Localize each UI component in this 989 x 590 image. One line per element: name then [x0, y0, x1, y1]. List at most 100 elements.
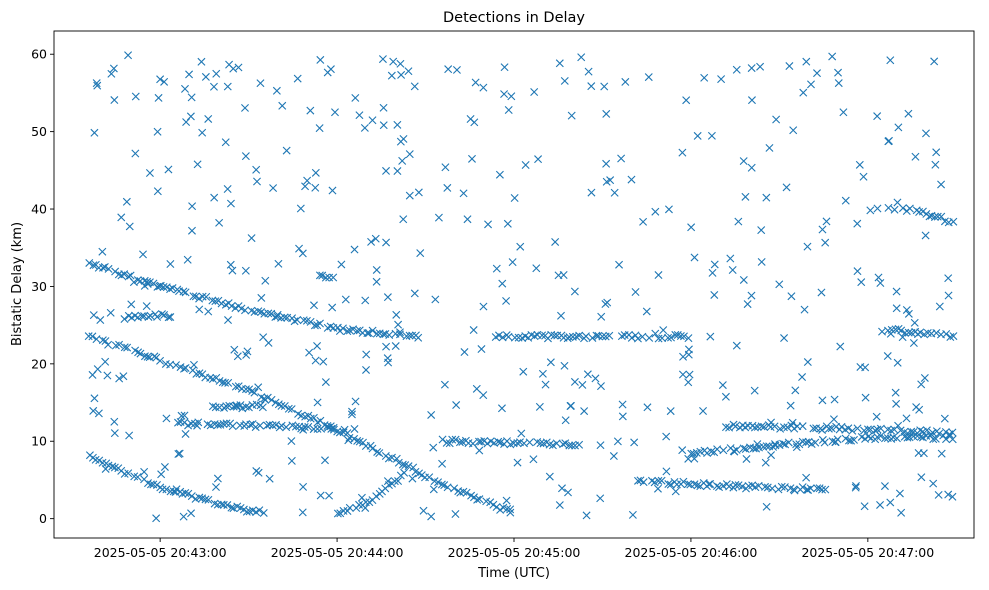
detection-marker	[559, 440, 568, 449]
detection-marker	[551, 237, 560, 246]
detection-marker	[565, 441, 574, 450]
detection-marker	[350, 245, 359, 254]
detection-marker	[387, 453, 396, 462]
detection-marker	[410, 289, 419, 298]
detection-marker	[892, 304, 901, 313]
detection-marker	[272, 86, 281, 95]
detection-marker	[427, 410, 436, 419]
detection-marker	[937, 180, 946, 189]
detection-marker	[215, 218, 224, 227]
detection-marker	[922, 129, 930, 138]
detection-marker	[728, 265, 737, 274]
detection-marker	[384, 454, 393, 463]
detection-marker	[615, 260, 624, 269]
detection-marker	[883, 352, 892, 361]
detection-marker	[210, 193, 219, 202]
detection-marker	[532, 264, 541, 273]
detection-marker	[779, 423, 788, 432]
detection-marker	[143, 277, 152, 286]
detection-marker	[443, 483, 452, 492]
detection-marker	[937, 212, 946, 221]
detection-marker	[95, 456, 104, 465]
detection-marker	[160, 311, 169, 320]
detection-marker	[662, 467, 671, 476]
detection-marker	[666, 480, 675, 489]
detection-marker	[419, 506, 428, 515]
detection-marker	[545, 440, 554, 449]
detection-marker	[383, 477, 392, 486]
detection-marker	[721, 392, 730, 401]
detection-marker	[654, 271, 663, 280]
detection-marker	[103, 371, 112, 380]
detection-marker	[252, 467, 261, 476]
detection-marker	[425, 473, 434, 482]
detection-marker	[742, 454, 751, 463]
detection-marker	[394, 458, 403, 467]
detection-marker	[850, 435, 858, 444]
detection-marker	[256, 421, 265, 430]
detection-marker	[101, 337, 110, 346]
detection-marker	[690, 253, 699, 262]
detection-marker	[305, 348, 314, 357]
detection-marker	[732, 65, 741, 74]
detection-marker	[211, 403, 220, 412]
detection-marker	[254, 307, 263, 316]
detection-marker	[228, 266, 237, 275]
detection-marker	[874, 273, 883, 282]
detection-marker	[325, 491, 334, 500]
detection-marker	[198, 292, 207, 301]
detection-marker	[234, 63, 243, 72]
detection-marker	[739, 275, 748, 284]
detection-marker	[628, 510, 637, 519]
detection-marker	[567, 111, 576, 120]
detection-marker	[345, 433, 354, 442]
detection-marker	[638, 332, 647, 341]
detection-marker	[162, 485, 171, 494]
detection-marker	[621, 77, 630, 86]
detection-marker	[914, 448, 923, 457]
detection-marker	[470, 118, 479, 127]
detection-marker	[343, 327, 352, 336]
detection-marker	[368, 116, 377, 125]
detection-marker	[328, 303, 337, 312]
detection-marker	[555, 59, 564, 68]
detection-marker	[777, 482, 786, 491]
detection-marker	[198, 128, 207, 137]
detection-marker	[126, 271, 135, 280]
detection-marker	[140, 467, 149, 476]
detection-marker	[107, 69, 116, 78]
detection-marker	[502, 296, 511, 305]
y-tick-label: 10	[31, 434, 47, 449]
detection-marker	[944, 291, 953, 300]
detection-marker	[193, 160, 202, 169]
detection-marker	[821, 238, 830, 247]
detection-marker	[391, 342, 400, 351]
detection-marker	[500, 63, 509, 72]
detection-marker	[948, 428, 957, 437]
detection-marker	[639, 217, 648, 226]
detection-marker	[241, 266, 250, 275]
detection-marker	[202, 292, 211, 301]
detection-marker	[350, 424, 359, 433]
detection-marker	[463, 215, 472, 224]
detection-marker	[181, 429, 190, 438]
detection-marker	[228, 422, 237, 431]
detection-marker	[921, 231, 930, 240]
detection-marker	[494, 331, 503, 340]
detection-marker	[857, 278, 866, 287]
detection-marker	[920, 373, 929, 382]
detection-marker	[96, 316, 105, 325]
detection-marker	[738, 482, 747, 491]
detection-marker	[362, 365, 371, 374]
detection-marker	[929, 435, 938, 444]
detection-marker	[372, 329, 381, 338]
detection-marker	[355, 111, 364, 120]
detection-marker	[187, 93, 196, 102]
detection-marker	[212, 483, 220, 492]
detection-marker	[582, 511, 591, 520]
detection-marker	[363, 329, 372, 338]
detection-marker	[610, 188, 619, 197]
detection-marker	[299, 425, 308, 434]
detection-marker	[368, 444, 377, 453]
detection-marker	[323, 421, 332, 430]
